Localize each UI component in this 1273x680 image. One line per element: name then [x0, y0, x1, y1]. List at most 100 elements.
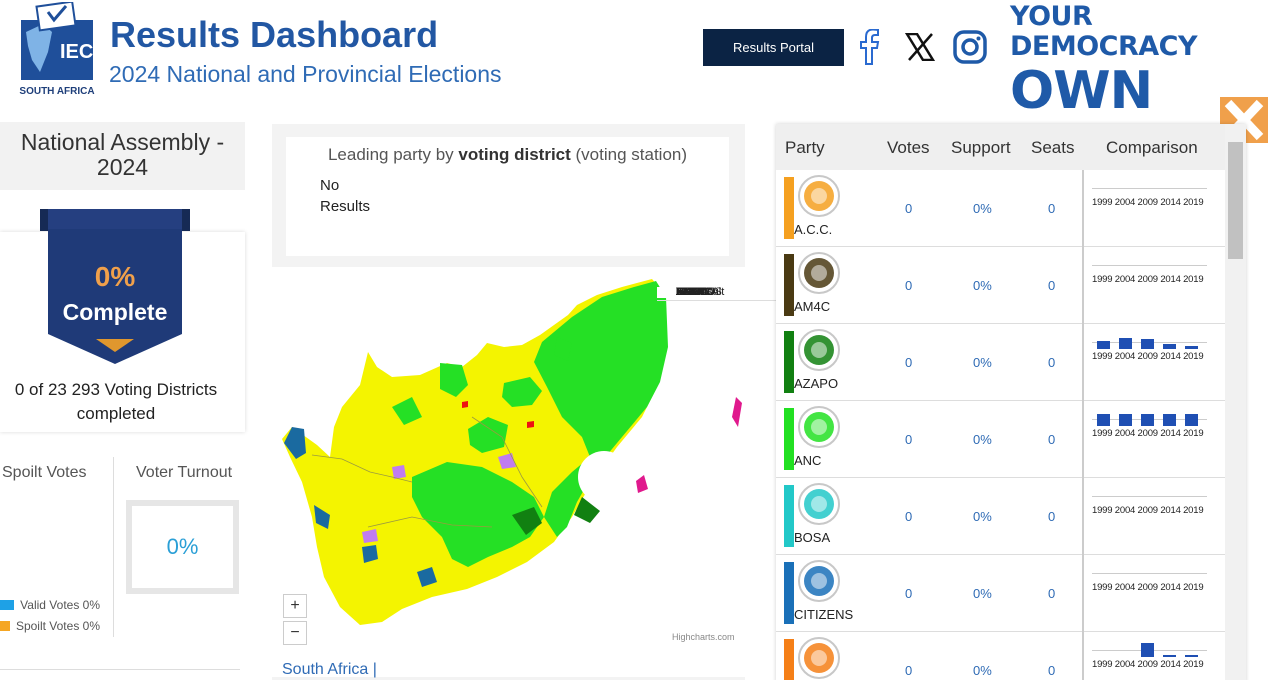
header-party[interactable]: Party — [785, 138, 825, 157]
comparison-bar[interactable] — [1163, 344, 1176, 349]
progress-indicator — [96, 339, 134, 352]
comparison-bar[interactable] — [1097, 414, 1110, 426]
party-support: 0% — [973, 432, 992, 447]
party-seats: 0 — [1048, 432, 1056, 447]
map-caption: Leading party by voting district (voting… — [286, 137, 729, 256]
scrollbar[interactable] — [1225, 124, 1246, 680]
legend-label: DA — [676, 286, 692, 298]
legend-label: No Result — [676, 286, 725, 298]
header-votes[interactable]: Votes — [887, 138, 930, 157]
zoom-out-button[interactable]: − — [283, 621, 307, 645]
comparison-years: 1999 2004 2009 2014 2019 — [1092, 197, 1204, 208]
party-color-bar — [784, 485, 794, 547]
map-panel: Leading party by voting district (voting… — [272, 124, 1106, 680]
legend-label: ALJAMA — [676, 286, 719, 298]
header-support[interactable]: Support — [951, 138, 1011, 157]
cope-logo-icon — [798, 637, 840, 679]
party-color-bar — [784, 177, 794, 239]
party-support: 0% — [973, 663, 992, 678]
party-seats: 0 — [1048, 278, 1056, 293]
logo-text: IEC — [60, 41, 93, 63]
progress-ribbon: 0% Complete — [40, 209, 190, 369]
party-name: ANC — [794, 453, 822, 468]
comparison-bar[interactable] — [1141, 643, 1154, 657]
comparison-bar[interactable] — [1185, 414, 1198, 426]
legend-label: CIASA — [676, 286, 710, 298]
comparison-years: 1999 2004 2009 2014 2019 — [1092, 274, 1204, 285]
map-credits[interactable]: Highcharts.com — [672, 632, 735, 642]
instagram-icon[interactable] — [951, 26, 989, 68]
comparison-bar[interactable] — [1097, 341, 1110, 349]
comparison-chart: 1999 2004 2009 2014 2019 — [1082, 555, 1225, 632]
x-icon[interactable] — [901, 26, 939, 68]
table-header: Party Votes Support Seats Comparison — [776, 124, 1225, 170]
party-name: BOSA — [794, 530, 831, 545]
comparison-bar[interactable] — [1119, 338, 1132, 349]
progress-label: Complete — [62, 299, 168, 325]
table-row[interactable]: BOSA 0 0% 0 1999 2004 2009 2014 2019 — [776, 478, 1225, 555]
legend-label: GOOD — [676, 286, 710, 298]
acc-logo-icon — [798, 175, 840, 217]
bosa-logo-icon — [798, 483, 840, 525]
legend-swatch — [0, 621, 10, 631]
comparison-chart: 1999 2004 2009 2014 2019 — [1082, 324, 1225, 401]
spoilt-votes-legend: Spoilt Votes 0% — [0, 619, 100, 633]
table-row[interactable]: ANC 0 0% 0 1999 2004 2009 2014 2019 — [776, 401, 1225, 478]
legend-label: Spoilt Votes 0% — [15, 619, 100, 633]
progress-percent: 0% — [94, 261, 136, 292]
comparison-bar[interactable] — [1163, 414, 1176, 426]
legend-label: AZAPO — [676, 286, 714, 298]
breadcrumb[interactable]: South Africa | — [282, 661, 377, 678]
table-row[interactable]: CITIZENS 0 0% 0 1999 2004 2009 2014 2019 — [776, 555, 1225, 632]
legend-label: NFP — [676, 286, 698, 298]
table-row[interactable]: A.C.C. 0 0% 0 1999 2004 2009 2014 2019 — [776, 170, 1225, 247]
comparison-bar[interactable] — [1141, 414, 1154, 426]
party-votes: 0 — [905, 586, 913, 601]
comparison-chart: 1999 2004 2009 2014 2019 — [1082, 401, 1225, 478]
header-seats[interactable]: Seats — [1031, 138, 1075, 157]
am4c-logo-icon — [798, 252, 840, 294]
comparison-bar[interactable] — [1185, 346, 1198, 349]
anc-logo-icon — [798, 406, 840, 448]
comparison-chart: 1999 2004 2009 2014 2019 — [1082, 247, 1225, 324]
party-votes: 0 — [905, 278, 913, 293]
facebook-icon[interactable] — [850, 26, 888, 68]
comparison-bar[interactable] — [1163, 655, 1176, 657]
party-support: 0% — [973, 509, 992, 524]
party-votes: 0 — [905, 201, 913, 216]
comparison-bar[interactable] — [1141, 339, 1154, 349]
comparison-chart: 1999 2004 2009 2014 2019 — [1082, 170, 1225, 247]
legend-label: PA — [676, 286, 690, 298]
legend-label: IFP — [676, 286, 694, 298]
voter-turnout-value: 0% — [126, 500, 239, 594]
party-name: AM4C — [794, 299, 831, 314]
voter-turnout-label: Voter Turnout — [136, 464, 233, 481]
iec-logo[interactable]: IEC SOUTH AFRICA — [18, 0, 96, 98]
legend-label: M.K. — [676, 286, 699, 298]
comparison-axis — [1092, 496, 1207, 497]
scrollbar-thumb[interactable] — [1228, 142, 1243, 259]
legend-label: UDM — [676, 286, 702, 298]
table-row[interactable]: AM4C 0 0% 0 1999 2004 2009 2014 2019 — [776, 247, 1225, 324]
party-color-bar — [784, 639, 794, 680]
results-map[interactable] — [272, 267, 745, 677]
party-seats: 0 — [1048, 509, 1056, 524]
legend-label: AM4C — [676, 286, 707, 298]
party-seats: 0 — [1048, 586, 1056, 601]
comparison-chart: 1999 2004 2009 2014 2019 — [1082, 632, 1225, 680]
party-name: AZAPO — [794, 376, 839, 391]
map-caption-title: Leading party by voting district (voting… — [327, 145, 688, 164]
page-subtitle: 2024 National and Provincial Elections — [109, 61, 502, 87]
assembly-title: National Assembly - 2024 — [0, 122, 245, 190]
party-results-table: Party Votes Support Seats Comparison A.C… — [776, 124, 1246, 680]
legend-swatch — [0, 600, 15, 610]
comparison-years: 1999 2004 2009 2014 2019 — [1092, 351, 1204, 362]
comparison-bar[interactable] — [1185, 655, 1198, 657]
comparison-bar[interactable] — [1119, 414, 1132, 426]
party-name: CITIZENS — [794, 607, 854, 622]
zoom-in-button[interactable]: + — [283, 594, 307, 618]
legend-label: ANC — [676, 286, 700, 298]
table-row[interactable]: AZAPO 0 0% 0 1999 2004 2009 2014 2019 — [776, 324, 1225, 401]
results-portal-button[interactable]: Results Portal — [703, 29, 844, 66]
